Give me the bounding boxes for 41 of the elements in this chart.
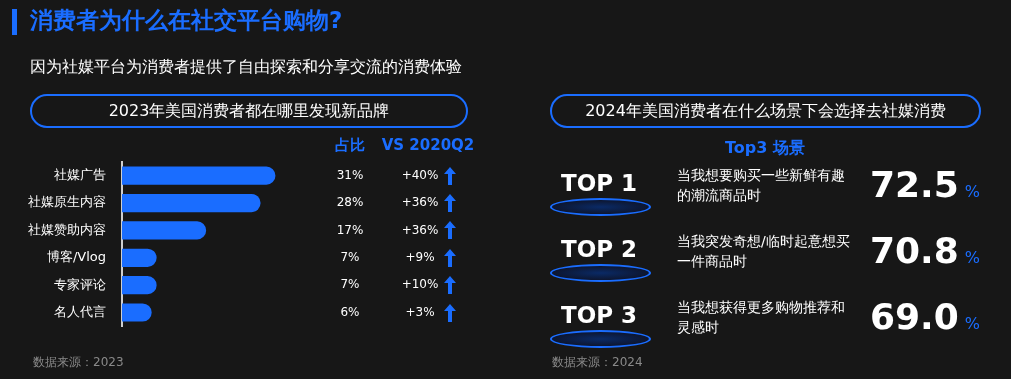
y-tick-label: 博客/Vlog (46, 249, 106, 265)
data-label: 17% (336, 222, 364, 237)
text: +10% (401, 277, 439, 292)
bar (122, 193, 261, 213)
text: +36% (401, 195, 439, 210)
y-tick-label: 专家评论 (54, 276, 106, 292)
text: 当我突发奇想/临时起意想买一件商品时 (677, 232, 851, 271)
y-tick-label: 社媒赞助内容 (28, 221, 106, 237)
y-tick-label: 社媒广告 (54, 167, 106, 183)
text: VS 2020Q2 (381, 135, 475, 154)
data-label: 31% (336, 167, 364, 182)
chart-title: 2023年美国消费者都在哪里发现新品牌 (30, 94, 468, 128)
bar (122, 276, 157, 295)
category-label: TOP 3 (559, 302, 639, 328)
bar (122, 166, 276, 185)
text: +36% (401, 222, 439, 237)
data-label: 6% (340, 304, 360, 319)
y-tick-label: 社媒原生内容 (28, 194, 106, 210)
text: 2024年美国消费者在什么场景下会选择去社媒消费 (550, 94, 981, 128)
data-label: 7% (340, 249, 360, 264)
text: 72.5% (870, 164, 981, 205)
text: +9% (405, 249, 435, 264)
category-label: TOP 1 (559, 170, 639, 196)
text: +3% (405, 304, 435, 319)
source-note: 数据来源：2024 (552, 354, 643, 371)
text: Top3 场景 (724, 138, 806, 159)
text: +40% (401, 167, 439, 182)
text: 当我想要购买一些新鲜有趣的潮流商品时 (677, 166, 846, 205)
bar (122, 248, 157, 267)
y-tick-label: 名人代言 (54, 303, 106, 319)
text: 消费者为什么在社交平台购物? (30, 6, 343, 35)
text: 占比 (335, 135, 365, 154)
text: 当我想获得更多购物推荐和灵感时 (677, 298, 846, 337)
category-label: TOP 2 (559, 236, 639, 262)
text: 69.0% (870, 296, 981, 337)
data-label: 28% (336, 195, 364, 210)
bar (122, 221, 207, 240)
source-note: 数据来源：2023 (33, 354, 124, 371)
text: 70.8% (870, 230, 981, 271)
data-label: 7% (340, 277, 360, 292)
text: 因为社媒平台为消费者提供了自由探索和分享交流的消费体验 (30, 57, 462, 78)
